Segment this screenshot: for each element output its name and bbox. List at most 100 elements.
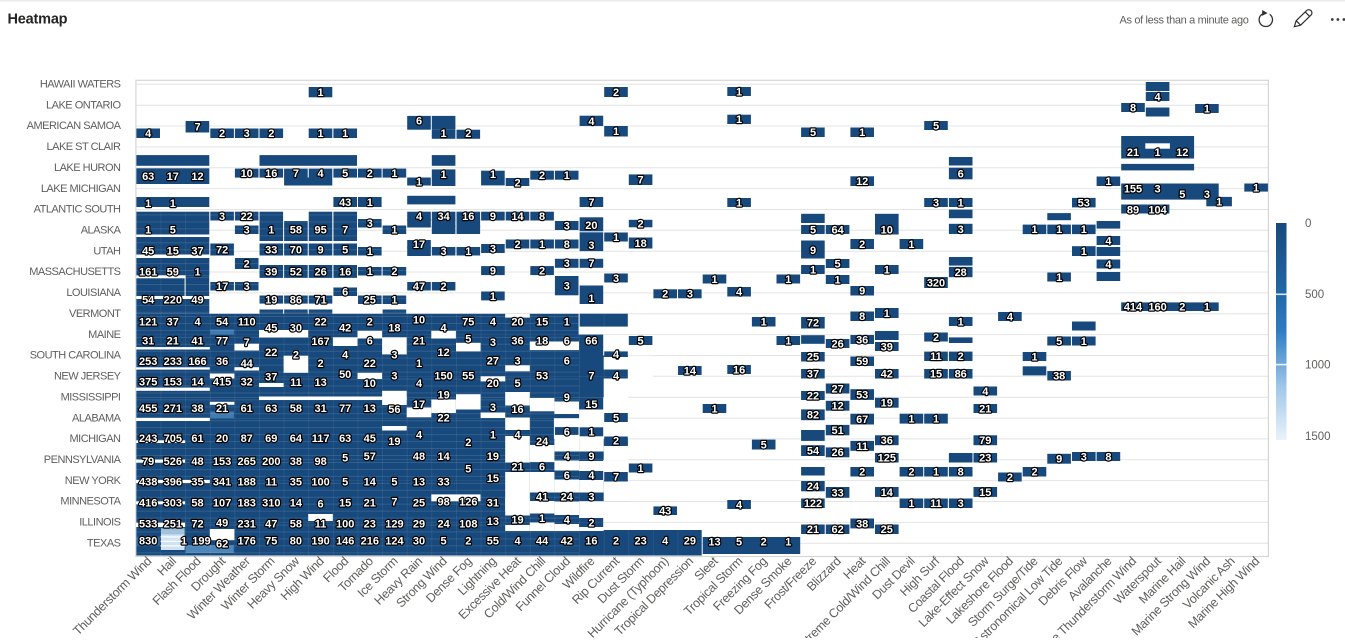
- svg-text:16: 16: [339, 266, 351, 278]
- svg-text:415: 415: [213, 377, 231, 389]
- svg-text:2: 2: [1031, 467, 1037, 479]
- svg-text:61: 61: [191, 433, 203, 445]
- svg-text:54: 54: [216, 316, 229, 328]
- svg-text:3: 3: [244, 281, 250, 293]
- svg-text:1: 1: [588, 427, 594, 439]
- svg-text:1: 1: [711, 274, 717, 286]
- svg-text:71: 71: [314, 294, 326, 306]
- svg-text:117: 117: [312, 433, 330, 445]
- svg-text:216: 216: [361, 536, 379, 548]
- svg-text:2: 2: [859, 467, 865, 479]
- svg-text:77: 77: [216, 335, 228, 347]
- svg-text:31: 31: [314, 403, 326, 415]
- svg-text:4: 4: [342, 349, 349, 361]
- svg-text:70: 70: [290, 244, 302, 256]
- svg-text:4: 4: [736, 499, 743, 511]
- svg-text:37: 37: [265, 371, 277, 383]
- svg-text:231: 231: [238, 519, 256, 531]
- svg-text:25: 25: [364, 295, 376, 307]
- svg-text:19: 19: [388, 436, 400, 448]
- svg-text:1: 1: [342, 128, 348, 140]
- svg-text:4: 4: [588, 470, 595, 482]
- svg-text:3: 3: [391, 371, 397, 383]
- svg-text:1: 1: [1081, 246, 1087, 258]
- svg-text:39: 39: [881, 341, 893, 353]
- svg-text:5: 5: [391, 477, 397, 489]
- svg-text:3: 3: [958, 224, 964, 236]
- svg-text:1: 1: [181, 536, 187, 548]
- svg-text:1: 1: [318, 87, 324, 99]
- svg-text:3: 3: [441, 246, 447, 258]
- svg-text:4: 4: [1105, 259, 1112, 271]
- svg-text:6: 6: [564, 470, 570, 482]
- svg-text:15: 15: [487, 473, 499, 485]
- svg-text:72: 72: [807, 318, 819, 330]
- svg-text:37: 37: [807, 369, 819, 381]
- svg-text:2: 2: [514, 177, 520, 189]
- svg-text:7: 7: [194, 122, 200, 134]
- svg-text:455: 455: [139, 403, 157, 415]
- svg-text:6: 6: [564, 426, 570, 438]
- svg-text:22: 22: [807, 390, 819, 402]
- svg-text:1: 1: [465, 246, 471, 258]
- svg-text:58: 58: [290, 225, 302, 237]
- svg-text:51: 51: [831, 425, 843, 437]
- svg-text:16: 16: [265, 168, 277, 180]
- svg-text:25: 25: [807, 352, 819, 364]
- svg-text:500: 500: [1305, 289, 1324, 301]
- svg-text:3: 3: [1155, 183, 1161, 195]
- svg-text:82: 82: [807, 410, 819, 422]
- svg-text:2: 2: [539, 266, 545, 278]
- svg-text:5: 5: [465, 334, 471, 346]
- svg-text:17: 17: [413, 399, 425, 411]
- svg-text:1: 1: [785, 335, 791, 347]
- svg-text:SOUTH CAROLINA: SOUTH CAROLINA: [30, 350, 122, 362]
- svg-text:2: 2: [933, 332, 939, 344]
- svg-text:121: 121: [139, 316, 157, 328]
- svg-text:3: 3: [933, 197, 939, 209]
- svg-text:4: 4: [490, 316, 497, 328]
- svg-text:4: 4: [613, 349, 620, 361]
- svg-text:1: 1: [1031, 351, 1037, 363]
- svg-text:18: 18: [388, 322, 400, 334]
- svg-text:89: 89: [1127, 204, 1139, 216]
- svg-text:58: 58: [191, 498, 203, 510]
- svg-text:36: 36: [216, 356, 228, 368]
- svg-text:42: 42: [881, 369, 893, 381]
- svg-text:13: 13: [487, 516, 499, 528]
- svg-text:35: 35: [290, 477, 302, 489]
- svg-text:21: 21: [1127, 147, 1139, 159]
- svg-text:21: 21: [216, 403, 228, 415]
- svg-text:1: 1: [736, 114, 742, 126]
- svg-text:176: 176: [238, 536, 256, 548]
- svg-text:320: 320: [927, 277, 945, 289]
- svg-text:12: 12: [1176, 147, 1188, 159]
- svg-text:5: 5: [342, 452, 348, 464]
- svg-text:11: 11: [290, 377, 302, 389]
- svg-text:1: 1: [1031, 224, 1037, 236]
- svg-text:27: 27: [831, 383, 843, 395]
- svg-text:86: 86: [290, 294, 302, 306]
- svg-text:416: 416: [139, 498, 157, 510]
- svg-text:200: 200: [262, 456, 280, 468]
- svg-text:5: 5: [342, 244, 348, 256]
- svg-text:54: 54: [142, 295, 155, 307]
- svg-text:11: 11: [315, 518, 327, 530]
- svg-text:26: 26: [831, 447, 843, 459]
- svg-text:7: 7: [638, 175, 644, 187]
- svg-text:21: 21: [807, 524, 819, 536]
- svg-text:1: 1: [564, 316, 570, 328]
- svg-text:86: 86: [955, 369, 967, 381]
- svg-text:5: 5: [810, 224, 816, 236]
- svg-text:38: 38: [1053, 371, 1065, 383]
- svg-text:310: 310: [262, 498, 280, 510]
- svg-text:4: 4: [613, 371, 620, 383]
- svg-text:1: 1: [785, 274, 791, 286]
- svg-text:5: 5: [465, 464, 471, 476]
- svg-text:53: 53: [1078, 198, 1090, 210]
- svg-text:30: 30: [413, 536, 425, 548]
- svg-text:2: 2: [465, 437, 471, 449]
- svg-text:271: 271: [164, 403, 182, 415]
- svg-text:4: 4: [145, 128, 152, 140]
- svg-text:5: 5: [1056, 336, 1062, 348]
